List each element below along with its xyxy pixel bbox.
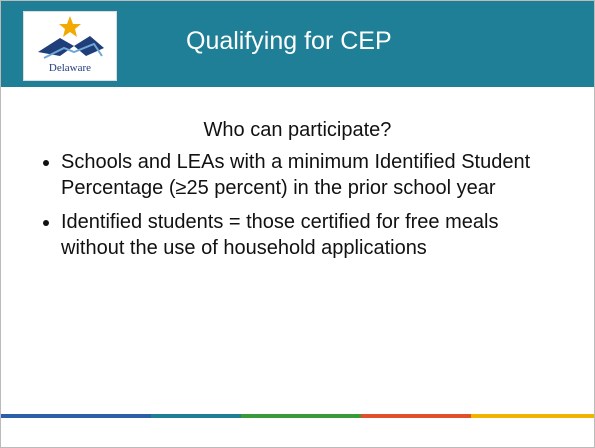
stripe-green bbox=[241, 414, 361, 418]
stripe-teal bbox=[151, 414, 241, 418]
logo-star bbox=[59, 16, 81, 37]
logo-text: Delaware bbox=[48, 62, 92, 74]
slide-title: Qualifying for CEP bbox=[186, 27, 392, 55]
logo-book-left bbox=[38, 38, 74, 56]
footer-stripe bbox=[1, 414, 594, 418]
stripe-blue bbox=[1, 414, 151, 418]
logo-wave bbox=[43, 42, 103, 59]
subtitle: Who can participate? bbox=[203, 119, 392, 141]
logo: Delaware bbox=[23, 11, 117, 81]
bullet-list: Schools and LEAs with a minimum Identifi… bbox=[45, 149, 561, 269]
bullet: Schools and LEAs with a minimum Identifi… bbox=[61, 149, 561, 201]
bullet: Identified students = those certified fo… bbox=[61, 209, 561, 261]
logo-icon bbox=[38, 16, 104, 59]
stripe-red bbox=[361, 414, 471, 418]
stripe-yellow bbox=[471, 414, 594, 418]
